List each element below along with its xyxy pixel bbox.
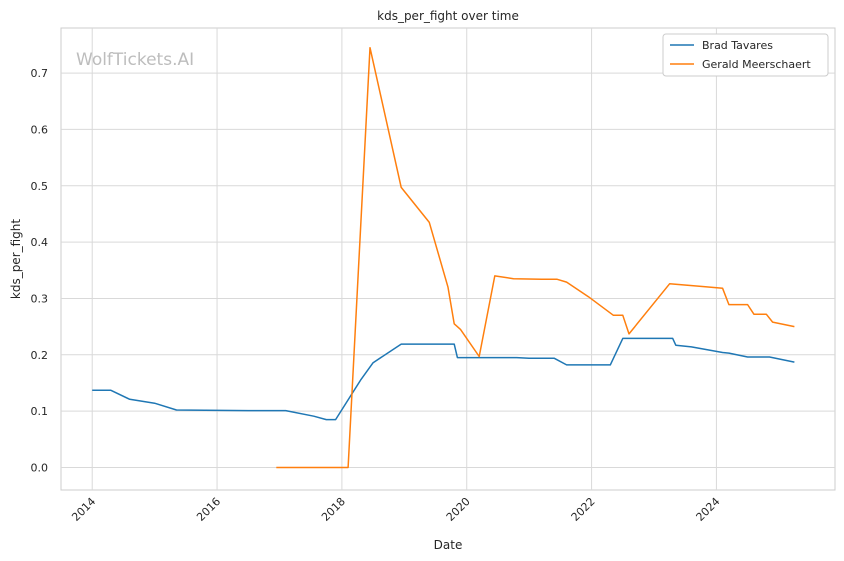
x-tick-label: 2020 — [444, 495, 473, 524]
x-axis-label: Date — [434, 538, 463, 552]
legend-box — [662, 33, 829, 77]
series-layer — [92, 46, 795, 469]
watermark: WolfTickets.AI — [76, 50, 194, 70]
chart-title: kds_per_fight over time — [377, 9, 519, 23]
series-line-brad-tavares — [92, 337, 795, 421]
y-axis-label: kds_per_fight — [9, 219, 23, 300]
y-tick-label: 0.4 — [31, 236, 49, 249]
x-tick-label: 2022 — [569, 495, 598, 524]
y-tick-label: 0.6 — [31, 123, 49, 136]
y-tick-label: 0.5 — [31, 180, 49, 193]
plot-area — [60, 27, 836, 491]
x-tick-label: 2018 — [319, 495, 348, 524]
legend: Brad Tavares Gerald Meerschaert — [662, 33, 829, 77]
x-tick-label: 2024 — [694, 495, 723, 524]
y-tick-label: 0.7 — [31, 67, 49, 80]
legend-label-gerald-meerschaert: Gerald Meerschaert — [702, 58, 811, 71]
x-tick-label: 2016 — [194, 495, 223, 524]
legend-label-brad-tavares: Brad Tavares — [702, 39, 773, 52]
y-tick-label: 0.1 — [31, 405, 49, 418]
x-tick-labels: 2014 2016 2018 2020 2022 2024 — [69, 495, 722, 524]
y-tick-label: 0.2 — [31, 349, 49, 362]
y-tick-label: 0.0 — [31, 461, 49, 474]
series-line-gerald-meerschaert — [276, 46, 795, 469]
x-tick-label: 2014 — [69, 495, 98, 524]
y-tick-label: 0.3 — [31, 292, 49, 305]
y-tick-labels: 0.0 0.1 0.2 0.3 0.4 0.5 0.6 0.7 — [31, 67, 49, 474]
